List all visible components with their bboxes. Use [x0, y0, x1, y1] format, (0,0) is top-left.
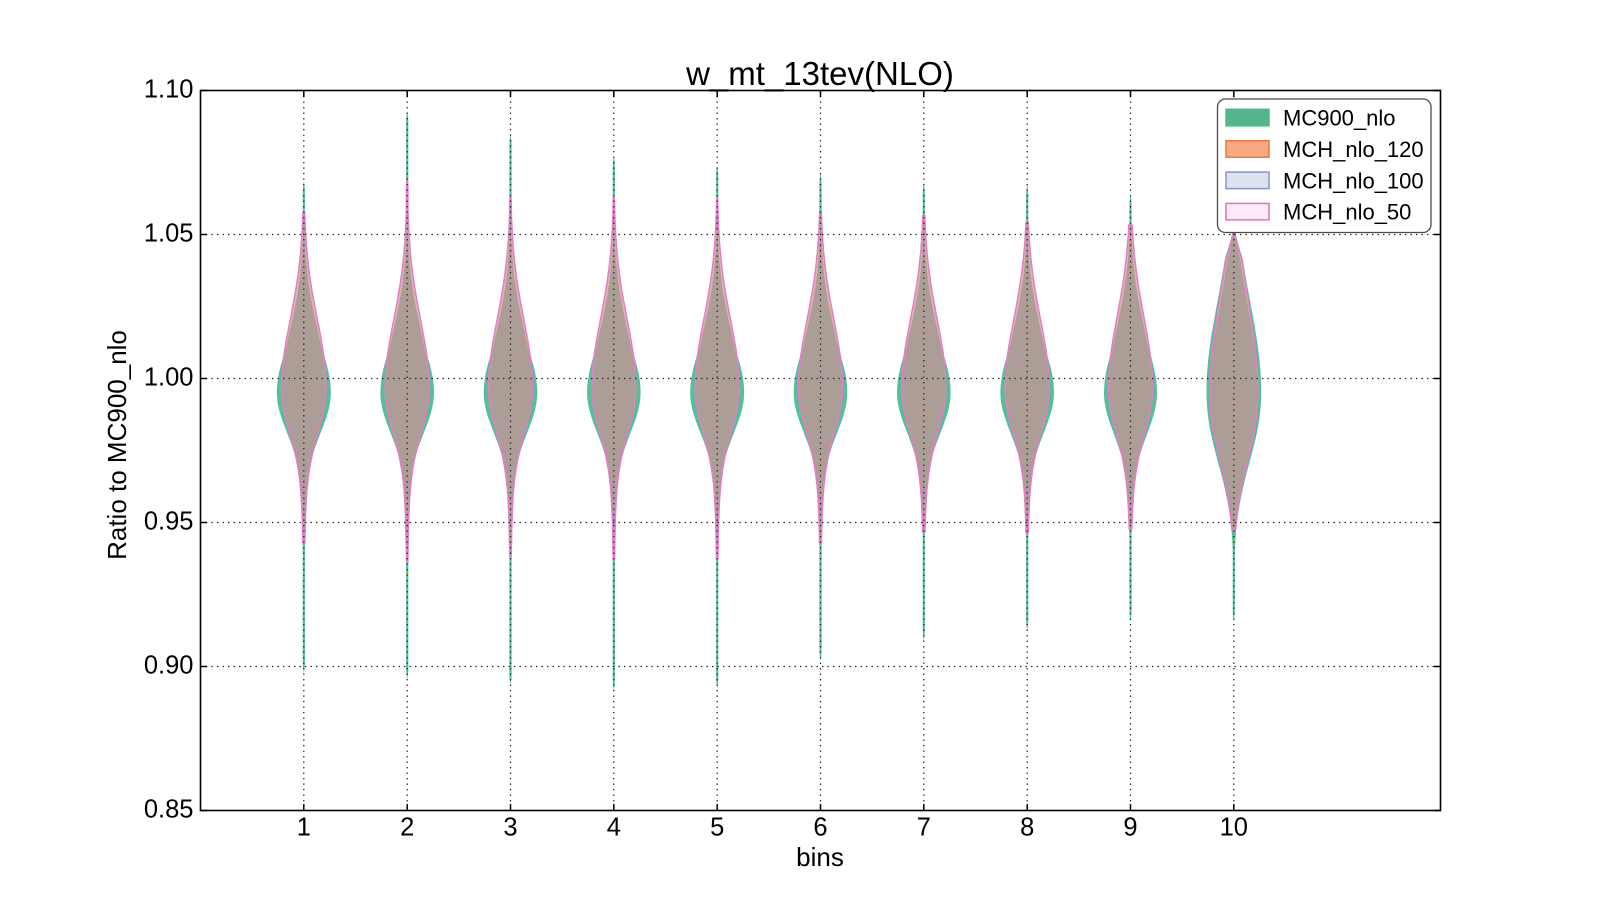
svg-text:2: 2: [400, 814, 414, 842]
svg-text:1.05: 1.05: [144, 220, 194, 248]
svg-text:1.10: 1.10: [144, 76, 194, 104]
svg-text:0.95: 0.95: [144, 508, 194, 536]
svg-text:0.85: 0.85: [144, 796, 194, 824]
svg-text:Ratio to MC900_nlo: Ratio to MC900_nlo: [102, 330, 132, 560]
svg-text:MC900_nlo: MC900_nlo: [1283, 106, 1396, 131]
svg-text:4: 4: [607, 814, 621, 842]
svg-text:1.00: 1.00: [144, 364, 194, 392]
svg-text:MCH_nlo_100: MCH_nlo_100: [1283, 168, 1424, 193]
svg-text:bins: bins: [796, 842, 844, 872]
svg-text:MCH_nlo_50: MCH_nlo_50: [1283, 200, 1411, 225]
svg-text:6: 6: [813, 814, 827, 842]
svg-text:7: 7: [917, 814, 931, 842]
svg-text:5: 5: [710, 814, 724, 842]
svg-text:8: 8: [1020, 814, 1034, 842]
svg-text:MCH_nlo_120: MCH_nlo_120: [1283, 137, 1424, 162]
svg-text:1: 1: [297, 814, 311, 842]
svg-text:3: 3: [503, 814, 517, 842]
svg-text:9: 9: [1123, 814, 1137, 842]
svg-text:0.90: 0.90: [144, 652, 194, 680]
svg-text:w_mt_13tev(NLO): w_mt_13tev(NLO): [685, 55, 954, 92]
svg-text:10: 10: [1220, 814, 1248, 842]
